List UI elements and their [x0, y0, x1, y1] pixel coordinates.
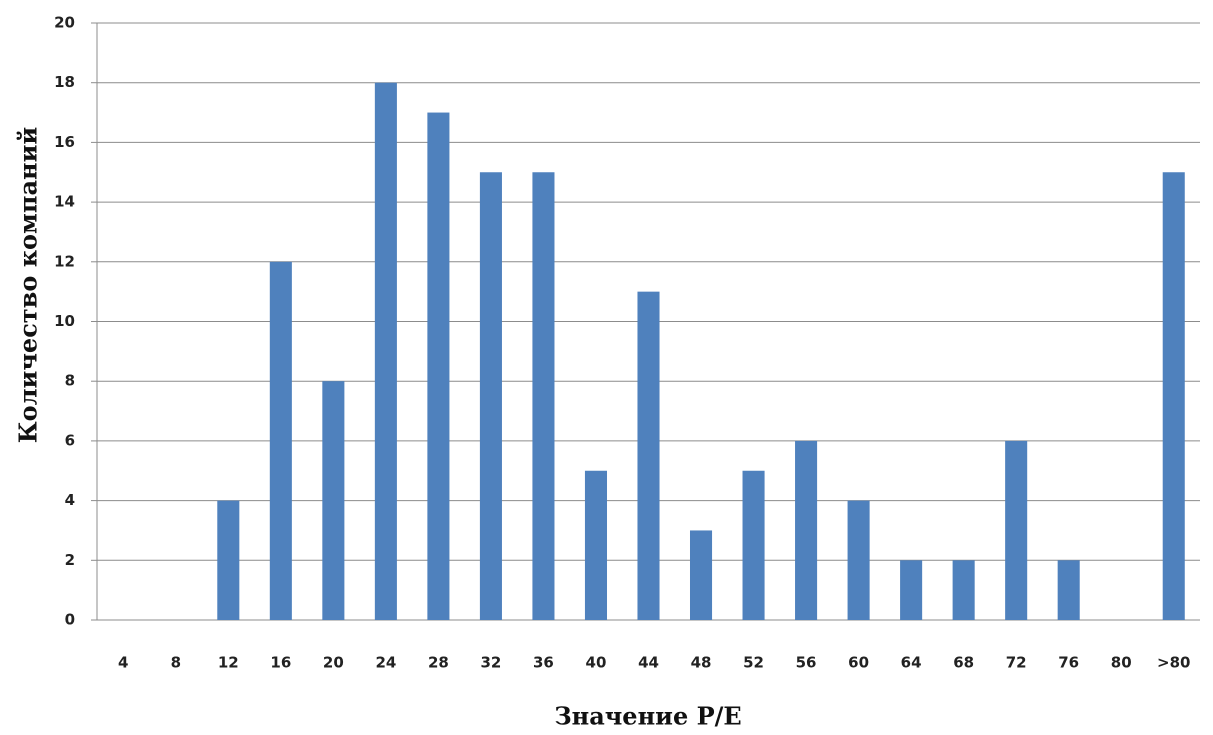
y-tick-label: 2 [65, 551, 75, 569]
bar [952, 560, 975, 620]
x-tick-label: 72 [1006, 654, 1027, 672]
y-tick-label: 4 [65, 491, 75, 509]
y-tick-label: 20 [54, 14, 75, 32]
y-tick-label: 14 [54, 193, 75, 211]
x-tick-label: 32 [480, 654, 501, 672]
x-tick-label: 64 [901, 654, 922, 672]
y-tick-label: 12 [54, 252, 75, 270]
bar [742, 470, 765, 620]
y-tick-label: 18 [54, 73, 75, 91]
x-tick-label: 76 [1058, 654, 1079, 672]
x-tick-label: 28 [428, 654, 449, 672]
bar [637, 291, 660, 620]
x-tick-label: 20 [323, 654, 344, 672]
y-tick-label: 6 [65, 431, 75, 449]
x-tick-label: 44 [638, 654, 659, 672]
bar [374, 82, 397, 620]
bar [689, 530, 713, 620]
x-tick-label: 16 [270, 654, 291, 672]
y-axis-title: Количество компаний [14, 127, 43, 443]
bar [847, 500, 870, 620]
bar [1057, 560, 1080, 620]
bar [217, 500, 240, 620]
bar [322, 381, 345, 620]
x-tick-label: 48 [691, 654, 712, 672]
y-tick-label: 8 [65, 372, 75, 390]
bar [479, 172, 502, 620]
x-axis-title: Значение P/E [554, 702, 741, 731]
bar [795, 440, 818, 620]
x-tick-label: 56 [796, 654, 817, 672]
bar [1005, 440, 1028, 620]
x-tick-label: 40 [586, 654, 607, 672]
x-tick-label: 12 [218, 654, 239, 672]
bar [584, 470, 608, 620]
y-tick-label: 16 [54, 133, 75, 151]
x-tick-label: 52 [743, 654, 764, 672]
x-tick-label: 4 [118, 654, 128, 672]
bar [269, 261, 292, 620]
x-tick-label: >80 [1157, 654, 1190, 672]
y-tick-label: 0 [65, 611, 75, 629]
bar [1162, 172, 1185, 620]
bar [427, 112, 450, 621]
y-tick-label: 10 [54, 312, 75, 330]
x-tick-label: 8 [171, 654, 181, 672]
x-tick-label: 60 [848, 654, 869, 672]
x-tick-label: 80 [1111, 654, 1132, 672]
x-tick-label: 36 [533, 654, 554, 672]
x-tick-label: 68 [953, 654, 974, 672]
bar [532, 172, 555, 620]
bar [900, 560, 923, 620]
x-tick-label: 24 [375, 654, 396, 672]
